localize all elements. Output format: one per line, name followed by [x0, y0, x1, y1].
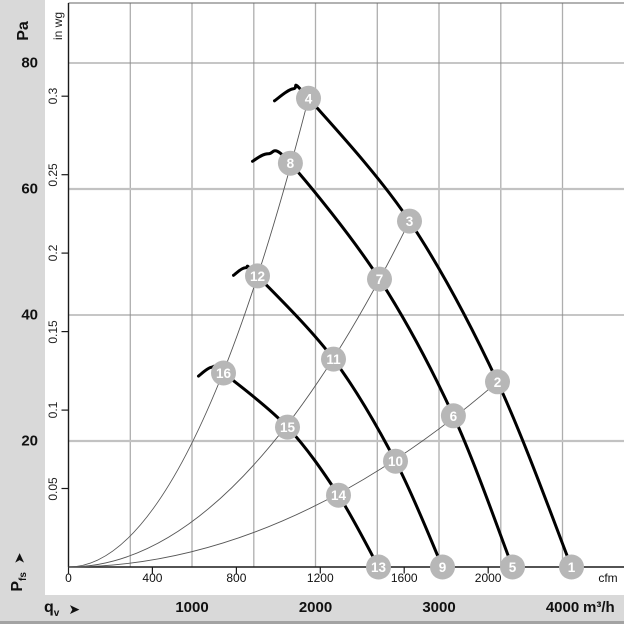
pa-tick-label-80: 80 — [21, 54, 38, 72]
pa-tick-label-20: 20 — [21, 432, 38, 450]
curve-point-marker: 7 — [367, 266, 392, 292]
cfm-tick-label-400: 400 — [142, 571, 163, 585]
pfs-axis-label-group: Pfs ➤ — [9, 552, 29, 591]
marker-number: 3 — [406, 214, 414, 229]
inwg-tick-label-0.1: 0.1 — [46, 401, 60, 419]
cfm-tick-label-800: 800 — [226, 571, 247, 585]
marker-number: 8 — [287, 156, 295, 171]
marker-number: 13 — [371, 560, 387, 575]
inwg-tick-label-0.25: 0.25 — [46, 162, 60, 187]
m3h-tick-label-4000: 4000 — [545, 599, 580, 616]
inwg-tick-label-0.05: 0.05 — [46, 476, 60, 501]
curve-point-marker: 16 — [211, 360, 236, 386]
marker-number: 16 — [216, 366, 232, 381]
inwg-tick-label-0.15: 0.15 — [46, 319, 60, 344]
system-parabola-3 — [68, 381, 498, 568]
curve-point-marker: 13 — [366, 554, 391, 580]
marker-number: 6 — [450, 409, 458, 424]
m3h-tick-label-1000: 1000 — [175, 599, 209, 616]
curve-point-marker: 6 — [440, 403, 466, 429]
bottom-axis-band — [0, 595, 624, 624]
inwg-tick-label-0.3: 0.3 — [46, 87, 60, 105]
qv-axis-label-group: qv ➤ — [44, 599, 80, 619]
marker-number: 11 — [326, 352, 341, 367]
curve-point-marker: 14 — [326, 482, 351, 508]
marker-number: 15 — [280, 420, 296, 435]
cfm-unit-label: cfm — [598, 571, 618, 585]
pa-unit-label: Pa — [15, 21, 32, 41]
m3h-tick-label-2000: 2000 — [298, 599, 333, 616]
curve-point-marker: 3 — [397, 208, 422, 234]
pfs-axis-label: Pfs — [8, 572, 30, 592]
curve-point-marker: 10 — [383, 448, 408, 474]
m3h-tick-label-3000: 3000 — [422, 599, 456, 616]
left-axis-band — [0, 0, 45, 624]
m3h-unit-label: m³/h — [583, 599, 615, 616]
pa-tick-label-40: 40 — [21, 306, 38, 324]
curve-point-marker: 5 — [500, 554, 525, 580]
curve-point-marker: 8 — [277, 150, 303, 176]
marker-number: 4 — [305, 91, 313, 106]
curve-point-marker: 11 — [321, 346, 346, 372]
qv-arrow-icon: ➤ — [68, 601, 81, 618]
fan-curve-1 — [273, 83, 573, 569]
fan-curve-3 — [232, 264, 444, 569]
curve-point-marker: 1 — [559, 554, 584, 580]
fan-curve-2 — [251, 149, 514, 569]
pa-tick-label-60: 60 — [21, 180, 38, 198]
marker-number: 7 — [376, 272, 384, 287]
curve-point-marker: 4 — [296, 85, 321, 111]
pfs-arrow-icon: ➤ — [11, 552, 27, 565]
marker-number: 2 — [494, 375, 502, 390]
inwg-unit-label: in wg — [51, 11, 65, 41]
cfm-tick-label-0: 0 — [65, 571, 72, 585]
system-parabola-1 — [68, 98, 309, 568]
curve-point-marker: 2 — [485, 369, 510, 395]
marker-number: 5 — [509, 560, 517, 575]
fan-curve-4 — [197, 364, 380, 569]
marker-number: 12 — [250, 269, 265, 284]
system-parabola-2 — [68, 220, 410, 568]
curve-point-marker: 12 — [245, 263, 270, 289]
cfm-tick-label-2000: 2000 — [474, 571, 502, 585]
qv-axis-label: qv — [44, 599, 60, 620]
inwg-tick-label-0.2: 0.2 — [46, 244, 60, 262]
marker-number: 9 — [439, 560, 447, 575]
marker-number: 1 — [568, 560, 576, 575]
cfm-tick-label-1200: 1200 — [306, 571, 334, 585]
marker-number: 14 — [331, 488, 347, 503]
curve-point-marker: 15 — [275, 414, 300, 440]
marker-number: 10 — [388, 454, 403, 469]
cfm-tick-label-1600: 1600 — [390, 571, 418, 585]
curve-point-marker: 9 — [430, 554, 455, 580]
